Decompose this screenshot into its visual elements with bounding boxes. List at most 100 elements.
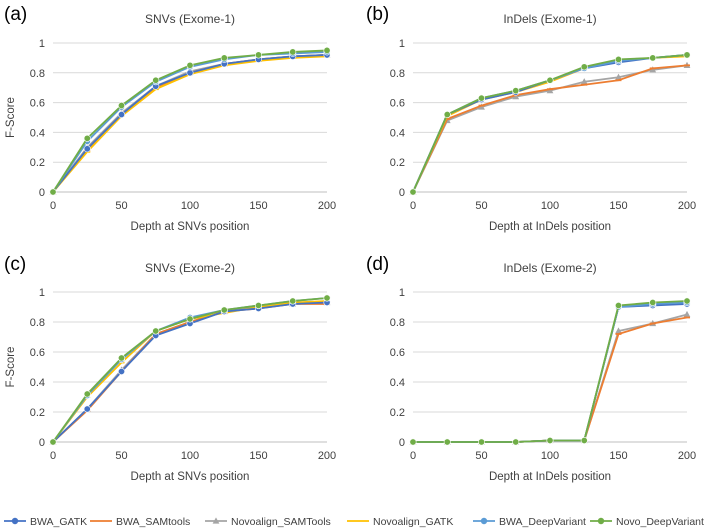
y-tick-label: 0.2 bbox=[390, 407, 405, 419]
data-point bbox=[118, 102, 126, 110]
y-tick-label: 0 bbox=[399, 187, 405, 199]
legend-item-BWA_DeepVariant: BWA_DeepVariant bbox=[473, 516, 586, 528]
data-point bbox=[83, 145, 91, 153]
x-tick-label: 100 bbox=[181, 200, 199, 212]
data-point bbox=[186, 69, 194, 77]
series-Novoalign_GATK bbox=[410, 301, 690, 443]
data-point bbox=[152, 327, 160, 335]
series-Novoalign_GATK bbox=[410, 55, 690, 193]
data-point bbox=[152, 76, 160, 84]
x-tick-label: 0 bbox=[410, 450, 416, 462]
series-line bbox=[412, 55, 688, 193]
data-point bbox=[683, 310, 691, 318]
legend-label: BWA_GATK bbox=[30, 516, 87, 528]
x-tick-label: 0 bbox=[50, 200, 56, 212]
series-Novo_DeepVariant bbox=[409, 51, 691, 196]
data-point bbox=[255, 301, 263, 309]
y-tick-label: 0.8 bbox=[30, 68, 45, 80]
series-BWA_SAMtools bbox=[410, 316, 690, 443]
data-point bbox=[83, 405, 91, 413]
chart-title: SNVs (Exome-1) bbox=[145, 12, 235, 26]
x-tick-label: 100 bbox=[541, 200, 559, 212]
x-tick-label: 150 bbox=[249, 200, 267, 212]
chart-panel-3: (c) SNVs (Exome-2) 0 0.2 0.4 0.6 0.8 1 0 50 100 150… bbox=[4, 254, 336, 483]
y-tick-label: 0.4 bbox=[30, 377, 45, 389]
data-point bbox=[220, 306, 228, 314]
series-line bbox=[52, 55, 328, 193]
chart-title: InDels (Exome-1) bbox=[503, 12, 596, 26]
data-point bbox=[512, 438, 520, 446]
y-tick-label: 0.6 bbox=[30, 347, 45, 359]
data-point bbox=[683, 51, 691, 59]
y-axis-title: F-Score bbox=[5, 347, 17, 388]
x-tick-label: 50 bbox=[475, 450, 487, 462]
data-point bbox=[443, 438, 451, 446]
chart-title: SNVs (Exome-2) bbox=[145, 261, 235, 275]
series-line bbox=[413, 301, 688, 443]
data-point bbox=[614, 301, 622, 309]
x-tick-label: 150 bbox=[609, 450, 627, 462]
data-point bbox=[289, 48, 297, 56]
data-point bbox=[83, 390, 91, 398]
legend-item-Novoalign_GATK: Novoalign_GATK bbox=[347, 516, 453, 528]
x-axis-title: Depth at SNVs position bbox=[131, 471, 250, 483]
y-tick-label: 0.2 bbox=[30, 407, 45, 419]
series-line bbox=[412, 54, 688, 193]
series-line bbox=[412, 64, 688, 193]
data-point bbox=[49, 438, 57, 446]
data-point bbox=[478, 103, 485, 110]
series-line bbox=[412, 54, 688, 193]
x-tick-label: 200 bbox=[318, 200, 336, 212]
panel-label: (d) bbox=[366, 254, 389, 275]
series-Novo_DeepVariant bbox=[49, 294, 331, 446]
x-tick-label: 50 bbox=[115, 450, 127, 462]
y-tick-label: 0.6 bbox=[390, 98, 405, 110]
chart-panel-4: (d) InDels (Exome-2) 0 0.2 0.4 0.6 0.8 1 0 50 100 1… bbox=[366, 254, 696, 483]
data-point bbox=[118, 111, 126, 119]
x-tick-label: 200 bbox=[678, 450, 696, 462]
series-Novo_DeepVariant bbox=[409, 297, 691, 446]
y-tick-label: 0.8 bbox=[390, 317, 405, 329]
x-tick-label: 100 bbox=[181, 450, 199, 462]
legend: BWA_GATK BWA_SAMtools Novoalign_SAMTools No… bbox=[4, 516, 704, 528]
data-point bbox=[186, 315, 194, 323]
y-tick-label: 0.8 bbox=[390, 68, 405, 80]
series-Novoalign_GATK bbox=[50, 55, 330, 193]
series-Novoalign_SAMTools bbox=[409, 310, 691, 445]
data-point bbox=[289, 297, 297, 305]
series-line bbox=[413, 313, 688, 443]
y-tick-label: 1 bbox=[39, 287, 45, 299]
data-point bbox=[512, 93, 520, 100]
x-tick-label: 150 bbox=[609, 200, 627, 212]
x-tick-label: 200 bbox=[678, 200, 696, 212]
legend-marker bbox=[212, 517, 220, 524]
legend-item-Novo_DeepVariant: Novo_DeepVariant bbox=[590, 516, 704, 528]
panel-label: (c) bbox=[4, 254, 26, 275]
data-point bbox=[615, 73, 622, 80]
series-Novo_DeepVariant bbox=[49, 46, 331, 196]
data-point bbox=[546, 76, 554, 84]
series-BWA_DeepVariant bbox=[409, 298, 691, 446]
legend-item-BWA_GATK: BWA_GATK bbox=[4, 516, 87, 528]
data-point bbox=[118, 354, 126, 362]
data-point bbox=[118, 367, 126, 375]
legend-label: BWA_SAMtools bbox=[116, 516, 190, 528]
y-tick-label: 0 bbox=[39, 187, 45, 199]
legend-label: Novo_DeepVariant bbox=[616, 516, 704, 528]
data-point bbox=[255, 51, 263, 59]
data-point bbox=[614, 55, 622, 63]
legend-item-Novoalign_SAMTools: Novoalign_SAMTools bbox=[205, 516, 331, 528]
x-axis-title: Depth at InDels position bbox=[489, 221, 611, 233]
series-line bbox=[413, 316, 688, 443]
legend-marker bbox=[597, 517, 605, 525]
x-tick-label: 50 bbox=[475, 200, 487, 212]
y-tick-label: 0.4 bbox=[390, 127, 405, 139]
data-point bbox=[683, 297, 691, 305]
data-point bbox=[220, 54, 228, 62]
data-point bbox=[512, 87, 520, 95]
legend-label: Novoalign_GATK bbox=[373, 516, 453, 528]
y-tick-label: 1 bbox=[399, 287, 405, 299]
y-axis-title: F-Score bbox=[5, 97, 17, 138]
data-point bbox=[443, 111, 451, 119]
